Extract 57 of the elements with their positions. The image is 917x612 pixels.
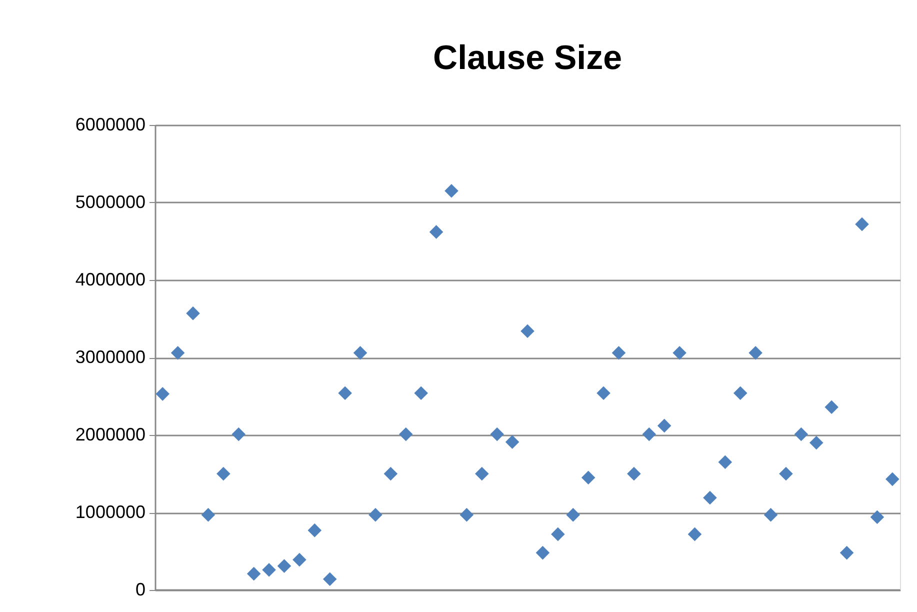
point (520, 324, 534, 338)
point (764, 508, 778, 522)
point (308, 523, 322, 538)
point (703, 490, 717, 505)
point (232, 427, 246, 442)
point (688, 527, 702, 542)
y-tick-label: 1000000 (75, 502, 146, 522)
point (870, 510, 884, 524)
y-tick-label: 2000000 (75, 424, 146, 444)
chart-title: Clause Size (433, 39, 622, 77)
y-tick-label: 5000000 (75, 192, 146, 212)
y-tick-label: 0 (135, 580, 146, 600)
point (490, 427, 504, 442)
point (733, 386, 748, 400)
point (322, 572, 337, 586)
point (672, 346, 686, 360)
point (338, 386, 352, 400)
point (794, 427, 808, 442)
point (657, 418, 672, 433)
point (627, 466, 641, 481)
point (718, 455, 732, 470)
y-tick-label: 4000000 (75, 270, 146, 290)
point (414, 386, 428, 400)
point (460, 508, 474, 522)
point (246, 566, 261, 581)
point (216, 466, 230, 481)
point (855, 217, 869, 232)
point (292, 552, 306, 567)
point (170, 346, 185, 360)
point (156, 387, 170, 401)
point (612, 346, 626, 360)
point (201, 508, 216, 522)
point (505, 435, 520, 449)
point (186, 306, 200, 320)
point (368, 508, 382, 522)
point (824, 400, 838, 414)
point (566, 508, 580, 522)
point (886, 472, 900, 486)
point (384, 466, 398, 481)
point (809, 436, 824, 450)
point (262, 562, 276, 577)
point (551, 527, 565, 542)
point (398, 427, 413, 442)
point (840, 546, 854, 560)
y-tick-label: 6000000 (75, 114, 146, 134)
point (779, 466, 793, 481)
point (353, 346, 368, 360)
point (444, 184, 458, 198)
point (642, 427, 656, 442)
y-tick-label: 3000000 (75, 347, 146, 367)
point (429, 225, 444, 239)
point (474, 466, 489, 481)
point (581, 470, 596, 485)
point (596, 386, 610, 400)
point (748, 346, 762, 360)
point (536, 546, 550, 560)
point (277, 559, 292, 573)
